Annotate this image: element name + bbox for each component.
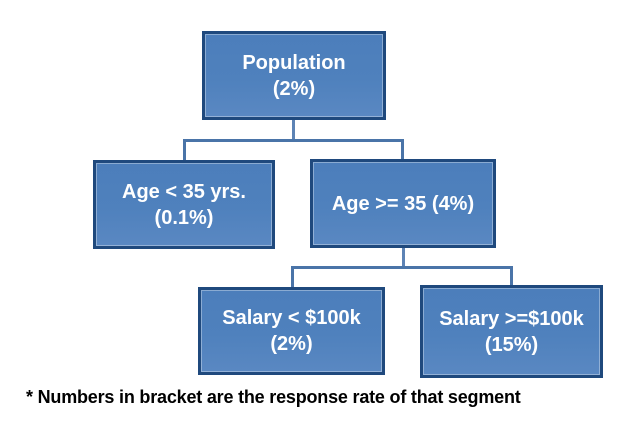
connector-drop-salary-lt-100k [291, 266, 294, 289]
node-salary-gte-100k: Salary >=$100k (15%) [420, 285, 603, 378]
node-salary-gte-100k-rate: (15%) [484, 333, 539, 356]
node-population: Population (2%) [202, 31, 386, 120]
node-salary-lt-100k-rate: (2%) [270, 333, 313, 355]
connector-drop-age-gte-35 [401, 139, 404, 161]
node-salary-gte-100k-label: Salary >=$100k [439, 307, 584, 330]
connector-population-stub [292, 118, 295, 141]
node-age-gte-35: Age >= 35 (4%) [310, 159, 496, 248]
connector-age-gte-35-stub [402, 246, 405, 269]
node-salary-lt-100k: Salary < $100k (2%) [198, 287, 385, 375]
footnote: * Numbers in bracket are the response ra… [26, 387, 521, 407]
node-age-lt-35-label: Age < 35 yrs. [122, 180, 246, 203]
node-population-label: Population [242, 51, 346, 74]
node-age-lt-35: Age < 35 yrs. (0.1%) [93, 160, 275, 249]
node-age-lt-35-rate: (0.1%) [154, 206, 214, 229]
node-age-gte-35-label: Age >= 35 (4%) [331, 192, 475, 215]
node-population-rate: (2%) [272, 77, 316, 100]
connector-level2-rail [291, 266, 513, 269]
connector-drop-salary-gte-100k [510, 266, 513, 287]
node-salary-lt-100k-label: Salary < $100k [222, 307, 361, 329]
connector-level1-rail [183, 139, 404, 142]
connector-drop-age-lt-35 [183, 139, 186, 162]
